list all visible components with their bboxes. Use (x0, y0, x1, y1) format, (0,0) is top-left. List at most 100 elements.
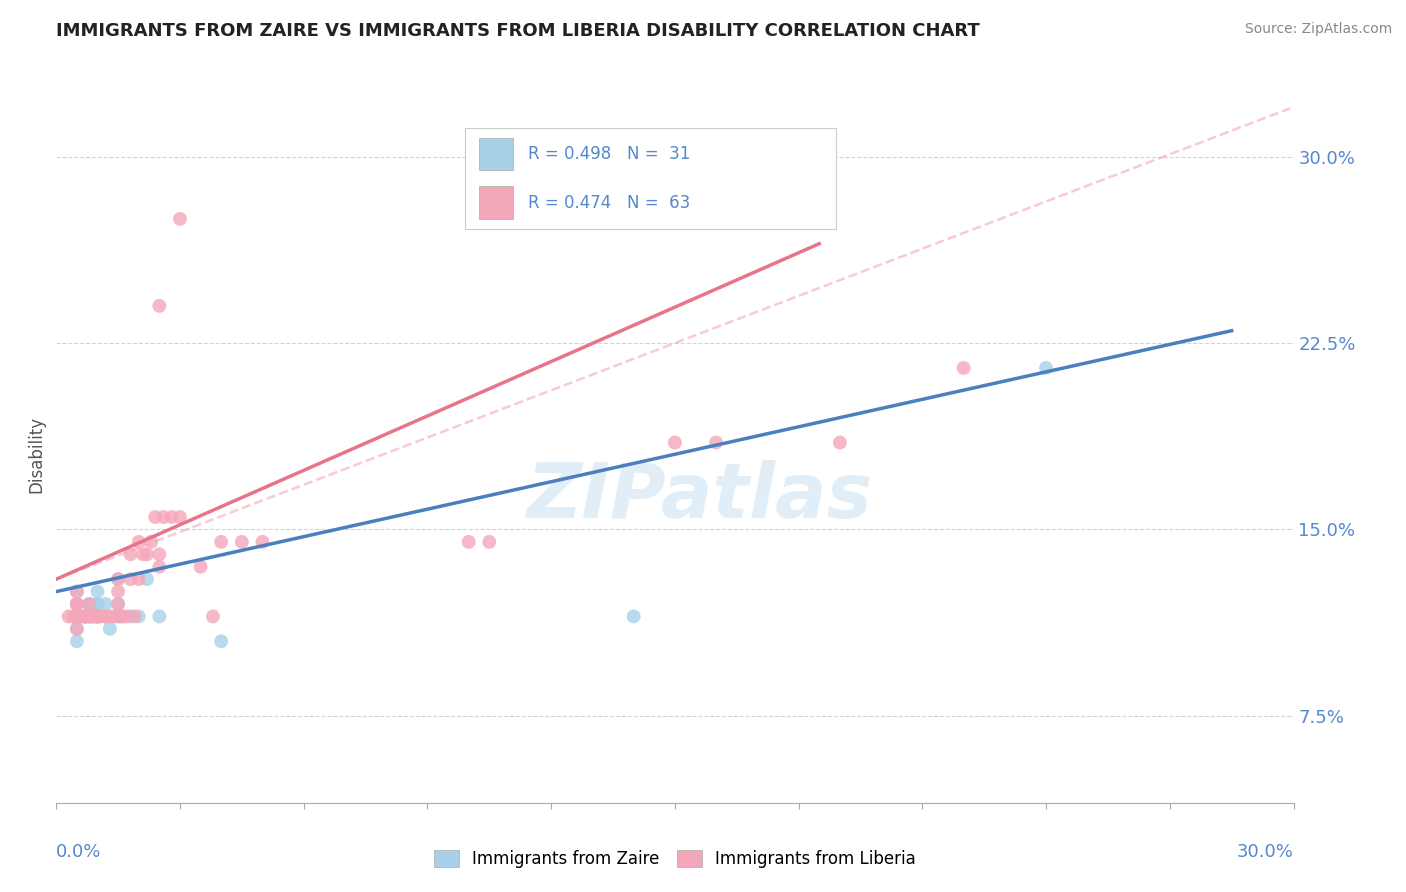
Point (209, 634, 232, 648)
Point (94, 597, 117, 611)
Point (169, 510, 191, 524)
Point (62, 609, 84, 624)
Point (86, 597, 108, 611)
Point (86, 597, 108, 611)
Point (120, 609, 142, 624)
Point (120, 547, 142, 561)
Point (115, 609, 138, 624)
Point (77, 597, 100, 611)
Point (86, 584, 108, 599)
Point (70, 609, 93, 624)
Point (107, 597, 129, 611)
Point (124, 609, 146, 624)
Point (66, 609, 89, 624)
Point (86, 609, 108, 624)
Point (952, 361, 974, 376)
Point (252, 535, 274, 549)
Point (457, 535, 479, 549)
Point (66, 597, 89, 611)
Text: Source: ZipAtlas.com: Source: ZipAtlas.com (1244, 22, 1392, 37)
Point (98, 609, 121, 624)
Point (77, 597, 100, 611)
Point (209, 535, 232, 549)
Point (86, 609, 108, 624)
Point (58, 609, 80, 624)
Point (111, 609, 134, 624)
Point (169, 211, 191, 226)
Point (128, 572, 150, 586)
Point (148, 299, 170, 313)
Point (231, 535, 253, 549)
Point (75, 609, 97, 624)
Point (190, 559, 212, 574)
Point (148, 559, 170, 574)
Point (132, 547, 155, 561)
Point (94, 609, 117, 624)
Point (66, 634, 89, 648)
Point (148, 547, 170, 561)
Point (66, 622, 89, 636)
Text: 0.0%: 0.0% (56, 843, 101, 861)
Point (148, 609, 170, 624)
Point (107, 609, 129, 624)
Point (98, 622, 121, 636)
Point (75, 609, 97, 624)
Point (66, 622, 89, 636)
Point (66, 597, 89, 611)
Point (107, 572, 129, 586)
Point (136, 572, 159, 586)
Point (86, 609, 108, 624)
Legend: Immigrants from Zaire, Immigrants from Liberia: Immigrants from Zaire, Immigrants from L… (427, 843, 922, 875)
Point (66, 609, 89, 624)
Point (66, 609, 89, 624)
Point (82, 609, 104, 624)
Point (1035, 361, 1057, 376)
Y-axis label: Disability: Disability (27, 417, 45, 493)
Point (86, 609, 108, 624)
Point (128, 535, 150, 549)
Point (77, 609, 100, 624)
Point (66, 584, 89, 599)
Point (107, 572, 129, 586)
Point (77, 609, 100, 624)
Point (66, 584, 89, 599)
Point (75, 609, 97, 624)
Point (107, 597, 129, 611)
Point (86, 609, 108, 624)
Point (94, 609, 117, 624)
Point (66, 609, 89, 624)
Point (94, 609, 117, 624)
Point (111, 609, 134, 624)
Point (90, 609, 112, 624)
Point (664, 435, 686, 450)
Point (136, 547, 159, 561)
Point (201, 609, 224, 624)
Point (128, 609, 150, 624)
Point (77, 597, 100, 611)
Point (77, 609, 100, 624)
Point (107, 609, 129, 624)
Point (103, 609, 125, 624)
Point (70, 609, 93, 624)
Point (828, 435, 851, 450)
Point (86, 609, 108, 624)
Point (75, 609, 97, 624)
Point (66, 609, 89, 624)
Text: IMMIGRANTS FROM ZAIRE VS IMMIGRANTS FROM LIBERIA DISABILITY CORRELATION CHART: IMMIGRANTS FROM ZAIRE VS IMMIGRANTS FROM… (56, 22, 980, 40)
Point (75, 609, 97, 624)
Point (478, 535, 501, 549)
Point (139, 535, 162, 549)
Text: ZIPatlas: ZIPatlas (527, 459, 873, 533)
Point (160, 510, 183, 524)
Point (66, 597, 89, 611)
Point (120, 572, 142, 586)
Point (77, 609, 100, 624)
Point (82, 609, 104, 624)
Point (66, 597, 89, 611)
Point (82, 609, 104, 624)
Point (623, 609, 645, 624)
Text: 30.0%: 30.0% (1237, 843, 1294, 861)
Point (152, 510, 174, 524)
Point (704, 435, 727, 450)
Point (143, 510, 166, 524)
